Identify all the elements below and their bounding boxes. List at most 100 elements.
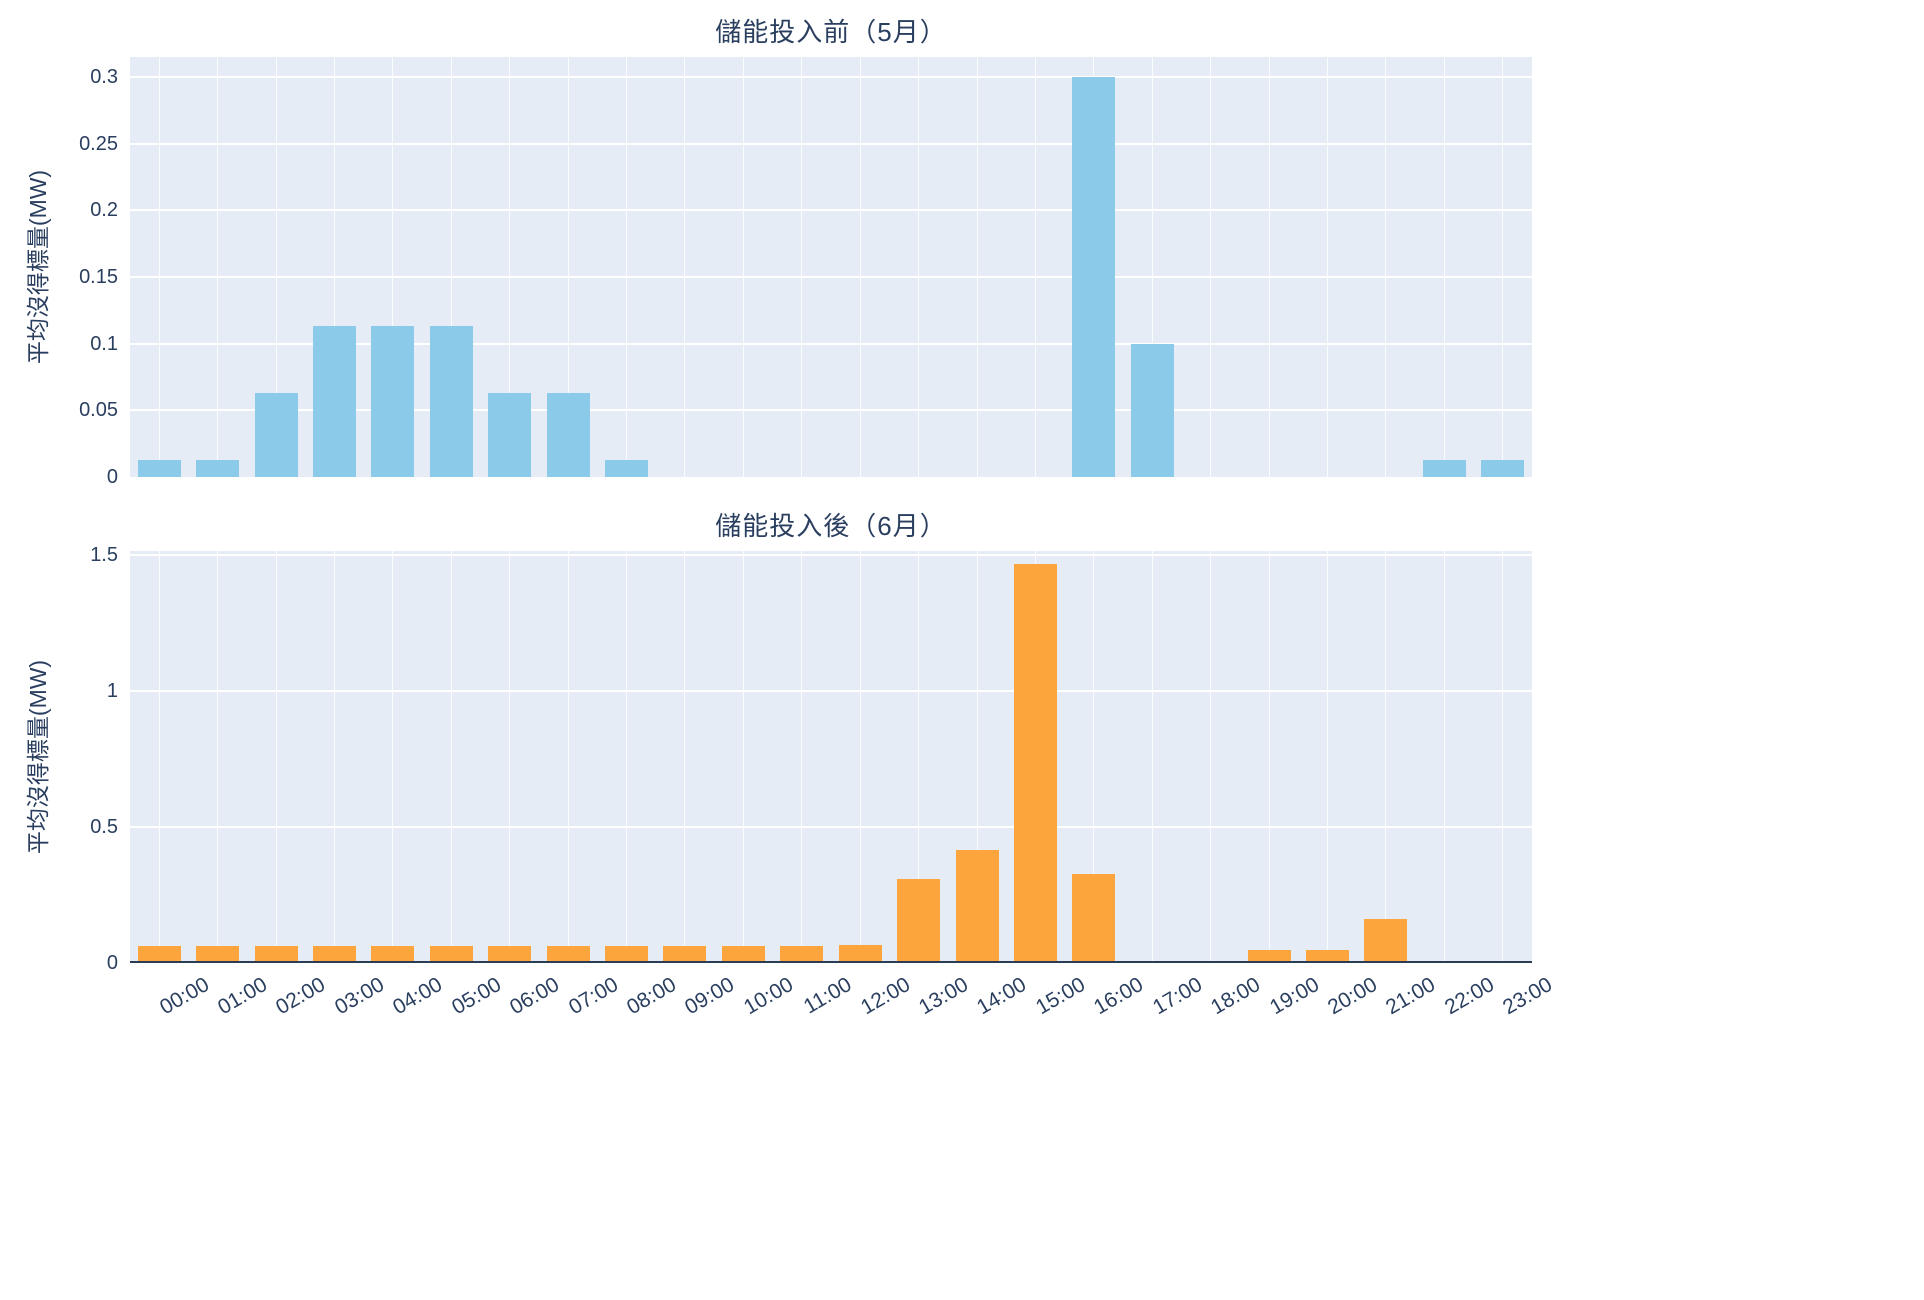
x-gridline [1502,57,1504,477]
bar-11:00[interactable] [780,946,824,961]
x-tick-label: 07:00 [564,973,622,1020]
x-gridline [976,551,978,961]
bar-06:00[interactable] [488,393,532,477]
x-tick-label: 18:00 [1207,973,1265,1020]
x-tick-label: 14:00 [973,973,1031,1020]
bar-19:00[interactable] [1247,950,1291,961]
x-gridline [567,551,569,961]
x-tick-label: 15:00 [1031,973,1089,1020]
bar-05:00[interactable] [429,326,473,477]
plot-area-after [130,551,1532,963]
x-gridline [1443,57,1445,477]
x-gridline [1268,57,1270,477]
y-tick-label: 0.15 [79,266,118,288]
x-tick-label: 22:00 [1440,973,1498,1020]
y-gridline [130,409,1532,412]
y-gridline [130,342,1532,345]
bar-15:00[interactable] [1013,563,1057,961]
x-tick-label: 04:00 [389,973,447,1020]
x-axis-ticks: 00:00 01:00 02:00 03:00 04:00 05:00 06:00 07:00… [130,973,1557,1063]
bar-08:00[interactable] [605,459,649,477]
bar-03:00[interactable] [312,946,356,961]
x-tick-label: 00:00 [155,973,213,1020]
x-tick-label: 11:00 [799,973,856,1019]
bar-04:00[interactable] [371,946,415,961]
bar-06:00[interactable] [488,946,532,961]
bar-13:00[interactable] [897,879,941,961]
x-gridline [1151,57,1153,477]
bar-14:00[interactable] [955,849,999,961]
bar-16:00[interactable] [1072,873,1116,961]
x-tick-label: 19:00 [1265,973,1323,1020]
x-tick-label: 10:00 [739,973,797,1020]
chart-title-after: 儲能投入後（6月） [715,511,947,541]
x-gridline [1502,551,1504,961]
x-gridline [450,57,452,477]
x-tick-label: 06:00 [506,973,564,1020]
y-gridline [130,826,1532,829]
x-tick-label: 21:00 [1382,973,1440,1020]
bar-00:00[interactable] [137,459,181,477]
x-gridline [275,551,277,961]
x-tick-label: 01:00 [214,973,272,1020]
y-gridline [130,209,1532,212]
y-tick-label: 0 [106,952,118,974]
y-tick-label: 1 [106,680,118,703]
bar-23:00[interactable] [1481,459,1525,477]
x-tick-label: 08:00 [623,973,681,1020]
bar-17:00[interactable] [1130,343,1174,477]
bar-22:00[interactable] [1422,459,1466,477]
bar-08:00[interactable] [605,946,649,961]
bar-03:00[interactable] [312,326,356,477]
bar-04:00[interactable] [371,326,415,477]
x-gridline [275,57,277,477]
y-tick-label: 0.3 [90,66,118,88]
x-gridline [1210,551,1212,961]
x-gridline [859,551,861,961]
bar-12:00[interactable] [838,944,882,961]
bar-20:00[interactable] [1306,950,1350,961]
y-gridline [130,76,1532,78]
x-tick-label: 05:00 [447,973,505,1020]
y-tick-label: 0.2 [90,199,118,222]
bar-07:00[interactable] [546,393,590,477]
x-gridline [1385,57,1387,477]
y-tick-label: 0.5 [90,816,118,839]
x-gridline [918,57,920,477]
x-gridline [450,551,452,961]
bar-01:00[interactable] [196,946,240,961]
x-gridline [217,551,219,961]
x-tick-label: 16:00 [1090,973,1148,1020]
x-tick-label: 17:00 [1148,973,1206,1020]
y-gridline [130,142,1532,145]
bar-09:00[interactable] [663,946,707,961]
bar-02:00[interactable] [254,946,298,961]
plot-area-before [130,57,1532,477]
x-gridline [1385,551,1387,961]
bar-16:00[interactable] [1072,77,1116,477]
x-gridline [158,57,160,477]
bar-10:00[interactable] [721,946,765,961]
bar-01:00[interactable] [196,459,240,477]
x-gridline [567,57,569,477]
x-gridline [392,57,394,477]
bar-00:00[interactable] [137,946,181,961]
x-gridline [1327,57,1329,477]
y-gridline [130,690,1532,693]
x-gridline [1151,551,1153,961]
x-gridline [684,57,686,477]
x-tick-label: 20:00 [1324,973,1382,1020]
bar-02:00[interactable] [254,393,298,477]
x-gridline [217,57,219,477]
x-gridline [976,57,978,477]
x-gridline [392,551,394,961]
bar-21:00[interactable] [1364,918,1408,961]
bar-07:00[interactable] [546,946,590,961]
x-gridline [859,57,861,477]
x-gridline [918,551,920,961]
y-tick-label: 0.25 [79,132,118,155]
x-gridline [684,551,686,961]
x-tick-label: 03:00 [330,973,388,1020]
bar-05:00[interactable] [429,946,473,961]
